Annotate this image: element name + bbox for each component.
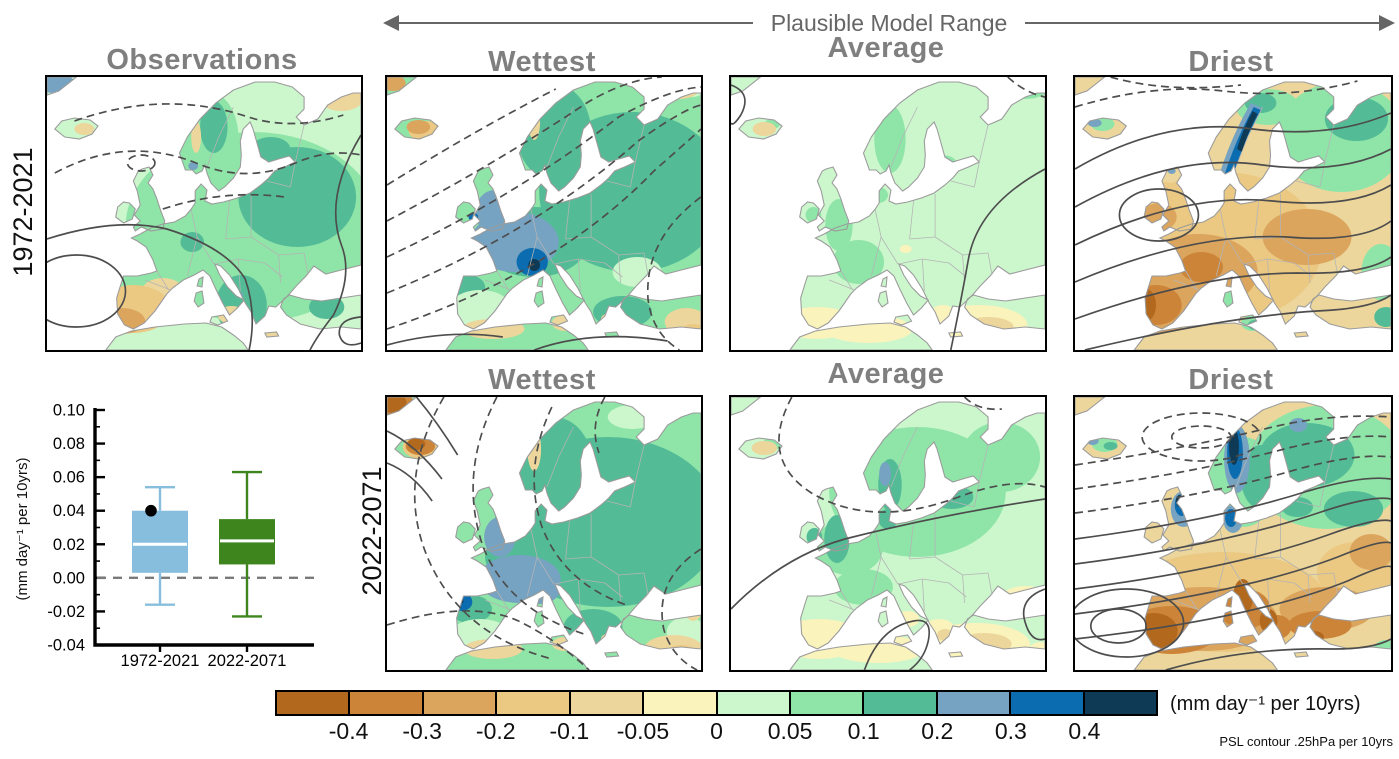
svg-text:1972-2021: 1972-2021 xyxy=(121,652,200,670)
colorbar-tick-label: -0.3 xyxy=(402,718,442,744)
map-average-1972-2021 xyxy=(729,75,1047,352)
panel-title-average-top: Average xyxy=(827,32,945,64)
colorbar-tick-labels: -0.4 -0.3 -0.2 -0.1 -0.05 0 0.05 0.1 0.2 0.3 0.4 xyxy=(275,718,1158,746)
panel-title-wettest-bottom: Wettest xyxy=(488,364,596,396)
colorbar-cell xyxy=(423,692,498,714)
colorbar-cell xyxy=(864,692,938,714)
arrow-left-icon xyxy=(383,15,399,31)
colorbar-tick-label: 0.05 xyxy=(767,718,813,744)
panel-title-driest-bottom: Driest xyxy=(1188,364,1274,396)
colorbar-tick-label: 0.4 xyxy=(1068,718,1101,744)
colorbar-cell xyxy=(350,692,424,714)
colorbar-cell xyxy=(1011,692,1085,714)
map-driest-1972-2021 xyxy=(1073,75,1393,352)
row-label-2022-2071: 2022-2071 xyxy=(357,466,387,596)
map-observations-1972-2021 xyxy=(45,75,363,352)
map-average-2022-2071 xyxy=(729,395,1047,672)
colorbar-tick-label: 0.3 xyxy=(994,718,1027,744)
colorbar-tick-label: 0.2 xyxy=(921,718,954,744)
arrow-right-icon xyxy=(1379,15,1396,31)
colorbar-tick-label: 0 xyxy=(710,718,723,744)
colorbar-cell xyxy=(790,692,865,714)
colorbar-cell xyxy=(717,692,791,714)
row-label-1972-2021: 1972-2021 xyxy=(8,147,38,277)
panel-title-observations: Observations xyxy=(106,44,298,76)
colorbar-tick-label: -0.4 xyxy=(328,718,369,744)
svg-text:-0.04: -0.04 xyxy=(47,637,85,655)
svg-text:-0.02: -0.02 xyxy=(47,603,85,621)
plausible-model-range-header: Plausible Model Range xyxy=(383,9,1396,36)
psl-contour-note: PSL contour .25hPa per 10yrs xyxy=(1219,734,1393,749)
arrow-line xyxy=(399,21,753,25)
svg-text:0.04: 0.04 xyxy=(53,502,85,520)
svg-text:0.02: 0.02 xyxy=(53,536,85,554)
colorbar-tick-label: 0.1 xyxy=(847,718,880,744)
colorbar-cell xyxy=(1084,692,1157,714)
colorbar-cell xyxy=(937,692,1012,714)
colorbar-cell xyxy=(497,692,571,714)
panel-title-driest-top: Driest xyxy=(1188,46,1274,78)
colorbar-tick-label: -0.2 xyxy=(475,718,516,744)
colorbar-cell xyxy=(277,692,351,714)
colorbar-tick-label: -0.05 xyxy=(616,718,670,744)
colorbar-cell xyxy=(570,692,645,714)
map-wettest-1972-2021 xyxy=(385,75,703,352)
svg-text:0.08: 0.08 xyxy=(53,435,85,453)
svg-text:2022-2071: 2022-2071 xyxy=(208,652,287,670)
svg-text:0.10: 0.10 xyxy=(53,402,85,420)
colorbar-cell xyxy=(644,692,718,714)
range-label: Plausible Model Range xyxy=(770,9,1008,36)
panel-title-wettest-top: Wettest xyxy=(488,46,596,78)
svg-text:0.06: 0.06 xyxy=(53,469,85,487)
map-wettest-2022-2071 xyxy=(385,395,703,672)
map-driest-2022-2071 xyxy=(1073,395,1393,672)
arrow-line xyxy=(1025,21,1380,25)
boxplot: -0.04 -0.02 0.00 0.02 0.04 0.06 0.08 0.10 1972-2… xyxy=(47,402,314,670)
colorbar xyxy=(275,690,1158,716)
panel-title-average-bottom: Average xyxy=(827,358,945,390)
colorbar-tick-label: -0.1 xyxy=(549,718,590,744)
colorbar-unit-label: (mm day⁻¹ per 10yrs) xyxy=(1170,693,1361,715)
svg-text:0.00: 0.00 xyxy=(53,569,85,587)
